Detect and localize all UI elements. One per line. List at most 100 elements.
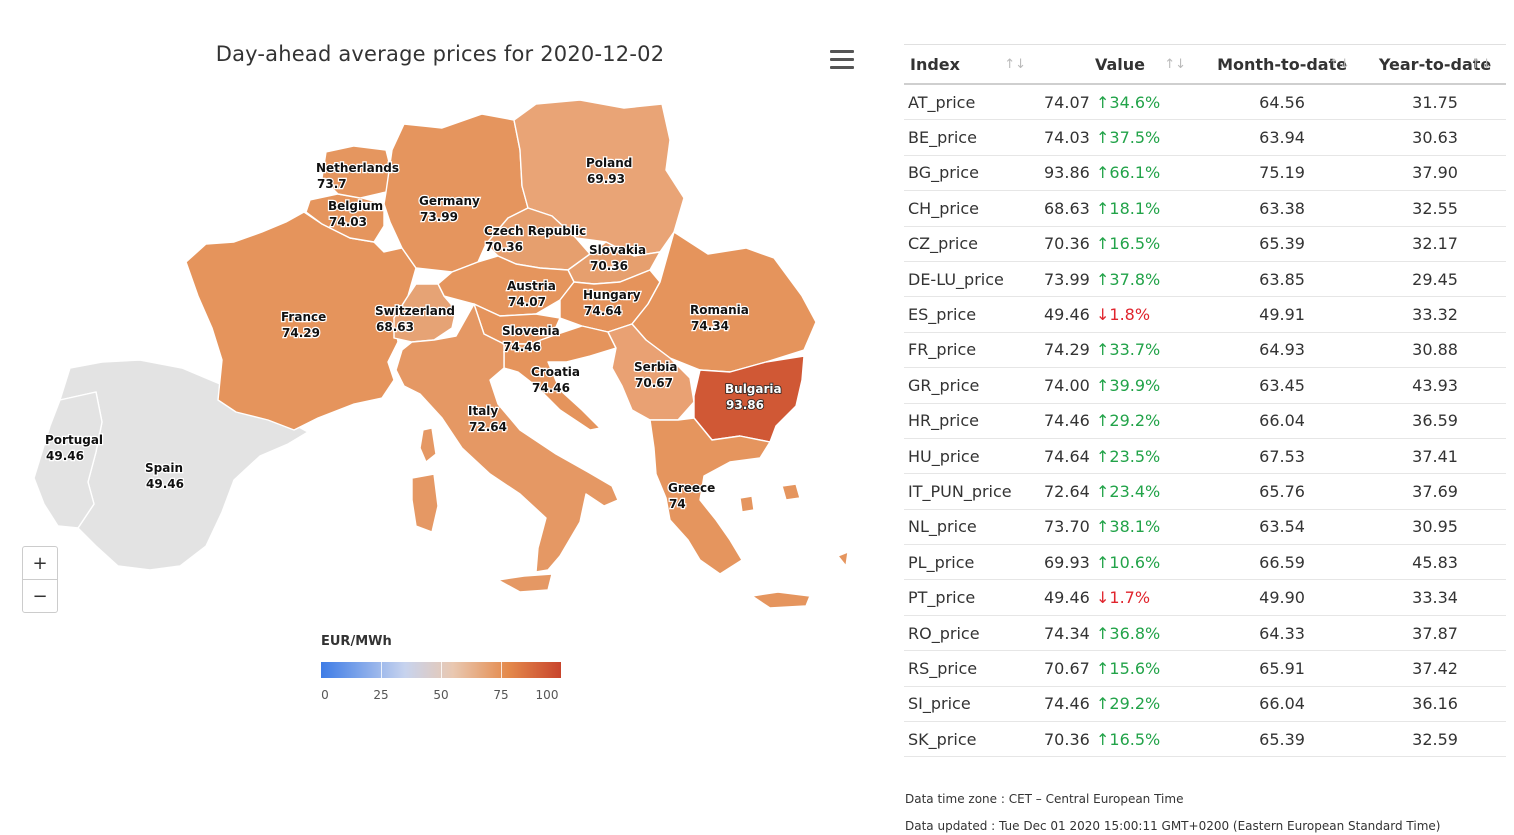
table-row[interactable]: RO_price 74.34 ↑36.8% 64.33 37.87 bbox=[904, 615, 1506, 652]
column-header-value[interactable]: Value ↑↓ bbox=[1040, 44, 1200, 85]
year-to-date-cell: 32.55 bbox=[1364, 190, 1506, 227]
country-italy[interactable] bbox=[395, 303, 619, 573]
index-cell: ES_price bbox=[904, 296, 1040, 333]
index-cell: RO_price bbox=[904, 615, 1040, 652]
table-row[interactable]: AT_price 74.07 ↑34.6% 64.56 31.75 bbox=[904, 84, 1506, 121]
island-greece[interactable] bbox=[751, 591, 811, 609]
country-name-label: Netherlands bbox=[316, 161, 399, 175]
country-name-label: Bulgaria bbox=[725, 382, 782, 396]
country-france[interactable] bbox=[185, 211, 417, 431]
zoom-in-button[interactable]: + bbox=[22, 546, 58, 580]
change-percent: 66.1% bbox=[1109, 163, 1161, 183]
index-cell: RS_price bbox=[904, 650, 1040, 687]
year-to-date-cell: 33.34 bbox=[1364, 579, 1506, 616]
change-percent: 16.5% bbox=[1109, 234, 1161, 254]
country-name-label: Greece bbox=[668, 481, 715, 495]
europe-map[interactable]: Netherlands 73.7 Belgium 74.03 Germany 73.99 P… bbox=[0, 0, 880, 720]
change-badge: ↑38.1% bbox=[1096, 517, 1160, 536]
arrow-up-icon: ↑ bbox=[1096, 552, 1110, 572]
table-row[interactable]: PT_price 49.46 ↓1.7% 49.90 33.34 bbox=[904, 579, 1506, 616]
index-cell: BG_price bbox=[904, 155, 1040, 192]
value-number: 68.63 bbox=[1044, 198, 1090, 218]
country-value-label: 74 bbox=[669, 497, 686, 511]
country-poland[interactable] bbox=[513, 99, 685, 257]
arrow-up-icon: ↑ bbox=[1096, 481, 1110, 501]
change-badge: ↑16.5% bbox=[1096, 730, 1160, 749]
sort-icon[interactable]: ↑↓ bbox=[1328, 57, 1351, 72]
country-name-label: Italy bbox=[468, 404, 498, 418]
change-badge: ↑18.1% bbox=[1096, 199, 1160, 218]
country-portugal[interactable] bbox=[33, 391, 103, 529]
table-row[interactable]: NL_price 73.70 ↑38.1% 63.54 30.95 bbox=[904, 509, 1506, 546]
island-italy[interactable] bbox=[497, 573, 553, 593]
island-italy[interactable] bbox=[419, 427, 437, 463]
table-row[interactable]: BG_price 93.86 ↑66.1% 75.19 37.90 bbox=[904, 155, 1506, 192]
country-value-label: 74.46 bbox=[503, 340, 541, 354]
month-to-date-cell: 63.94 bbox=[1200, 119, 1365, 156]
column-header-year-to-date[interactable]: Year-to-date ↑↓ bbox=[1364, 44, 1506, 85]
value-number: 69.93 bbox=[1044, 552, 1090, 572]
table-row[interactable]: HR_price 74.46 ↑29.2% 66.04 36.59 bbox=[904, 403, 1506, 439]
change-percent: 34.6% bbox=[1109, 92, 1161, 112]
year-to-date-cell: 31.75 bbox=[1364, 84, 1506, 121]
table-row[interactable]: ES_price 49.46 ↓1.8% 49.91 33.32 bbox=[904, 296, 1506, 333]
legend-tick-label: 100 bbox=[535, 688, 559, 702]
table-row[interactable]: CZ_price 70.36 ↑16.5% 65.39 32.17 bbox=[904, 226, 1506, 262]
legend-tick-label: 50 bbox=[433, 688, 449, 702]
table-row[interactable]: DE-LU_price 73.99 ↑37.8% 63.85 29.45 bbox=[904, 261, 1506, 298]
index-cell: IT_PUN_price bbox=[904, 473, 1040, 510]
timezone-note: Data time zone : CET – Central European … bbox=[905, 792, 1184, 806]
value-number: 74.03 bbox=[1044, 128, 1090, 148]
sort-icon[interactable]: ↑↓ bbox=[1470, 57, 1492, 72]
change-percent: 38.1% bbox=[1109, 517, 1161, 537]
value-number: 74.29 bbox=[1044, 340, 1090, 360]
country-value-label: 73.7 bbox=[317, 177, 347, 191]
country-value-label: 74.34 bbox=[691, 319, 729, 333]
table-row[interactable]: BE_price 74.03 ↑37.5% 63.94 30.63 bbox=[904, 119, 1506, 156]
country-name-label: Serbia bbox=[634, 360, 678, 374]
country-value-label: 93.86 bbox=[726, 398, 764, 412]
value-number: 49.46 bbox=[1044, 305, 1090, 325]
sort-icon[interactable]: ↑↓ bbox=[1004, 57, 1026, 72]
value-cell: 68.63 ↑18.1% bbox=[1040, 190, 1200, 227]
arrow-up-icon: ↑ bbox=[1096, 198, 1110, 218]
updated-note: Data updated : Tue Dec 01 2020 15:00:11 … bbox=[905, 819, 1441, 833]
year-to-date-cell: 30.88 bbox=[1364, 332, 1506, 369]
column-header-month-to-date[interactable]: Month-to-date ↑↓ bbox=[1200, 44, 1365, 85]
country-greece[interactable] bbox=[649, 417, 771, 575]
table-row[interactable]: RS_price 70.67 ↑15.6% 65.91 37.42 bbox=[904, 650, 1506, 687]
table-row[interactable]: CH_price 68.63 ↑18.1% 63.38 32.55 bbox=[904, 190, 1506, 227]
table-row[interactable]: GR_price 74.00 ↑39.9% 63.45 43.93 bbox=[904, 367, 1506, 404]
country-name-label: Poland bbox=[586, 156, 632, 170]
country-name-label: Hungary bbox=[583, 288, 641, 302]
island-italy[interactable] bbox=[411, 473, 439, 533]
island-greece[interactable] bbox=[739, 495, 755, 513]
country-value-label: 74.29 bbox=[282, 326, 320, 340]
table-row[interactable]: IT_PUN_price 72.64 ↑23.4% 65.76 37.69 bbox=[904, 473, 1506, 510]
country-name-label: Switzerland bbox=[375, 304, 455, 318]
zoom-out-button[interactable]: − bbox=[22, 579, 58, 613]
table-row[interactable]: FR_price 74.29 ↑33.7% 64.93 30.88 bbox=[904, 332, 1506, 369]
index-cell: CZ_price bbox=[904, 226, 1040, 262]
month-to-date-cell: 66.04 bbox=[1200, 403, 1365, 439]
table-row[interactable]: SI_price 74.46 ↑29.2% 66.04 36.16 bbox=[904, 686, 1506, 723]
month-to-date-cell: 49.90 bbox=[1200, 579, 1365, 616]
table-row[interactable]: PL_price 69.93 ↑10.6% 66.59 45.83 bbox=[904, 544, 1506, 581]
change-badge: ↑15.6% bbox=[1096, 659, 1160, 678]
table-row[interactable]: HU_price 74.64 ↑23.5% 67.53 37.41 bbox=[904, 438, 1506, 475]
table-row[interactable]: SK_price 70.36 ↑16.5% 65.39 32.59 bbox=[904, 721, 1506, 758]
year-to-date-cell: 36.16 bbox=[1364, 686, 1506, 723]
value-cell: 49.46 ↓1.7% bbox=[1040, 579, 1200, 616]
sort-icon[interactable]: ↑↓ bbox=[1164, 57, 1186, 72]
country-switzerland[interactable] bbox=[393, 283, 457, 343]
column-header-index[interactable]: Index ↑↓ bbox=[904, 44, 1040, 85]
arrow-up-icon: ↑ bbox=[1096, 411, 1110, 431]
value-cell: 73.99 ↑37.8% bbox=[1040, 261, 1200, 298]
country-croatia[interactable] bbox=[503, 325, 617, 431]
island-greece[interactable] bbox=[837, 551, 849, 567]
change-badge: ↑34.6% bbox=[1096, 93, 1160, 112]
menu-icon[interactable] bbox=[830, 50, 854, 72]
month-to-date-cell: 63.45 bbox=[1200, 367, 1365, 404]
island-greece[interactable] bbox=[781, 483, 801, 501]
index-cell: HR_price bbox=[904, 403, 1040, 439]
